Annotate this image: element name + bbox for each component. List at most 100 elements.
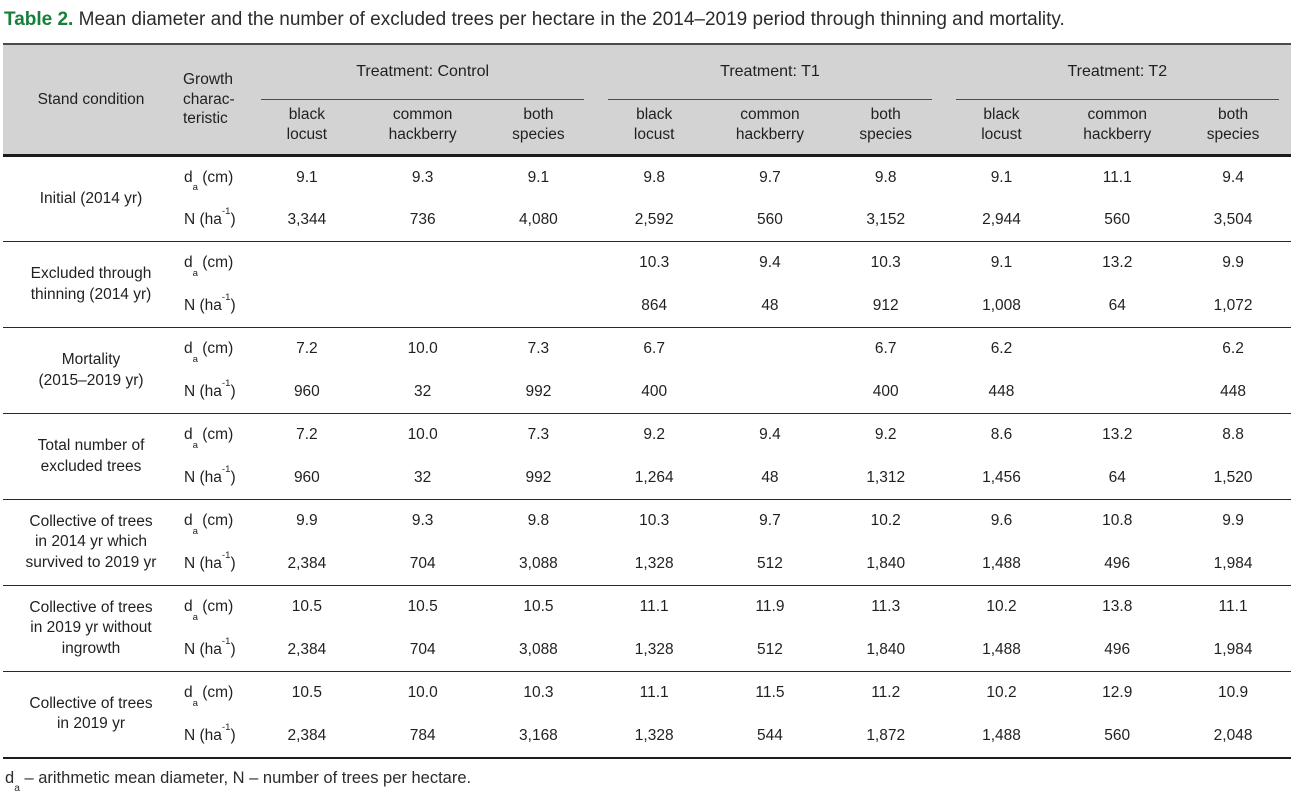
value-cell: 7.3 [480,327,597,371]
species-column-header: common hackberry [1059,99,1176,156]
value-cell: 13.2 [1059,413,1176,457]
value-cell: 6.2 [1175,327,1291,371]
table-header: Stand condition Growth charac- teristic Tr… [3,43,1291,156]
value-cell [1059,327,1176,371]
value-cell: 9.1 [943,241,1060,285]
table-row: N (ha-1) 960 32 992 400 400 448 448 [3,371,1291,414]
row-group-label: Collective of trees in 2014 yr which sur… [3,499,179,586]
value-cell: 1,008 [982,296,1021,314]
value-cell: 496 [1104,640,1131,658]
species-column-header: black locust [596,99,713,156]
value-cell: 11.2 [827,671,944,715]
table-footnote: da – arithmetic mean diameter, N – numbe… [5,768,472,795]
value-cell: 1,456 [982,468,1021,486]
value-cell: 32 [414,468,432,486]
value-cell: 960 [293,382,320,400]
value-cell [365,285,481,328]
value-cell: 9.8 [480,499,597,543]
table-row: N (ha-1) 2,384 784 3,168 1,328 544 1,872 1,488 5… [3,715,1291,758]
value-cell: 10.3 [596,241,713,285]
value-cell: 9.9 [1175,499,1291,543]
value-cell: 32 [414,382,432,400]
value-cell: 960 [293,468,320,486]
value-cell: 448 [988,382,1015,400]
metric-label: N (ha-1) [184,464,236,486]
metric-label: N (ha-1) [184,550,236,572]
value-cell [712,371,828,414]
value-cell: 560 [1104,210,1131,228]
table-row: Collective of trees in 2019 yr da (cm) 10.… [3,671,1291,758]
value-cell: 1,488 [982,640,1021,658]
value-cell: 784 [409,726,436,744]
table-row: N (ha-1) 864 48 912 1,008 64 1,072 [3,285,1291,328]
value-cell [249,241,365,285]
species-column-header: black locust [249,99,365,156]
value-cell: 512 [757,640,783,658]
value-cell [712,327,828,371]
value-cell [481,285,597,328]
table-caption-text: Mean diameter and the number of excluded… [73,9,1065,30]
value-cell: 400 [872,382,899,400]
value-cell: 10.0 [364,671,481,715]
table-caption: Table 2. Mean diameter and the number of… [4,6,1291,34]
value-cell: 2,944 [982,210,1021,228]
table-row: Collective of trees in 2014 yr which sur… [3,499,1291,586]
value-cell: 8.6 [943,413,1060,457]
value-cell: 9.1 [990,168,1013,186]
value-cell: 1,072 [1213,296,1253,314]
table-row: N (ha-1) 2,384 704 3,088 1,328 512 1,840 1,488 4… [3,629,1291,672]
value-cell: 496 [1104,554,1131,572]
species-column-header: both species [827,99,944,156]
table-row: N (ha-1) 960 32 992 1,264 48 1,312 1,456 64 1,520 [3,457,1291,500]
value-cell [249,285,365,328]
species-column-header: both species [1175,99,1291,156]
value-cell: 10.0 [364,413,481,457]
value-cell: 1,328 [634,640,674,658]
value-cell: 9.9 [249,499,365,543]
value-cell: 48 [761,296,779,314]
value-cell: 560 [757,210,783,228]
value-cell: 9.8 [643,168,665,186]
value-cell: 9.2 [827,413,944,457]
value-cell [364,241,481,285]
species-column-header: common hackberry [364,99,481,156]
value-cell: 9.4 [1222,168,1244,186]
value-cell: 1,328 [634,726,674,744]
value-cell: 992 [525,468,552,486]
value-cell: 1,488 [982,726,1021,744]
value-cell: 448 [1220,382,1246,400]
value-cell: 9.1 [527,168,550,186]
value-cell: 9.1 [296,168,318,186]
value-cell: 10.3 [480,671,597,715]
value-cell: 992 [525,382,552,400]
value-cell: 1,312 [866,468,906,486]
metric-label: da (cm) [179,671,249,715]
table-row: Mortality (2015–2019 yr) da (cm) 7.2 10.0 7.… [3,327,1291,414]
value-cell: 2,384 [287,554,327,572]
value-cell [480,241,597,285]
value-cell: 9.4 [712,241,828,285]
value-cell: 11.9 [712,585,828,629]
value-cell: 3,088 [519,640,558,658]
row-group-label: Collective of trees in 2019 yr without i… [3,585,179,672]
value-cell [1059,371,1175,414]
value-cell: 2,384 [287,726,327,744]
value-cell: 9.9 [1175,241,1291,285]
value-cell: 544 [757,726,783,744]
table-row: Collective of trees in 2019 yr without i… [3,585,1291,672]
value-cell: 10.2 [943,671,1060,715]
treatment-group-header: Treatment: T1 [596,43,944,100]
value-cell: 2,384 [287,640,327,658]
treatment-group-header: Treatment: T2 [943,43,1291,100]
col-header-growth-characteristic: Growth charac- teristic [179,43,249,156]
value-cell: 9.8 [874,168,897,186]
value-cell: 6.2 [943,327,1060,371]
value-cell: 1,984 [1213,554,1253,572]
metric-label: da (cm) [184,168,234,194]
value-cell: 13.2 [1059,241,1176,285]
value-cell: 9.4 [712,413,828,457]
value-cell: 11.1 [1175,585,1291,629]
table-row: Excluded through thinning (2014 yr) da (c… [3,241,1291,328]
value-cell: 10.9 [1175,671,1291,715]
value-cell: 10.2 [943,585,1060,629]
